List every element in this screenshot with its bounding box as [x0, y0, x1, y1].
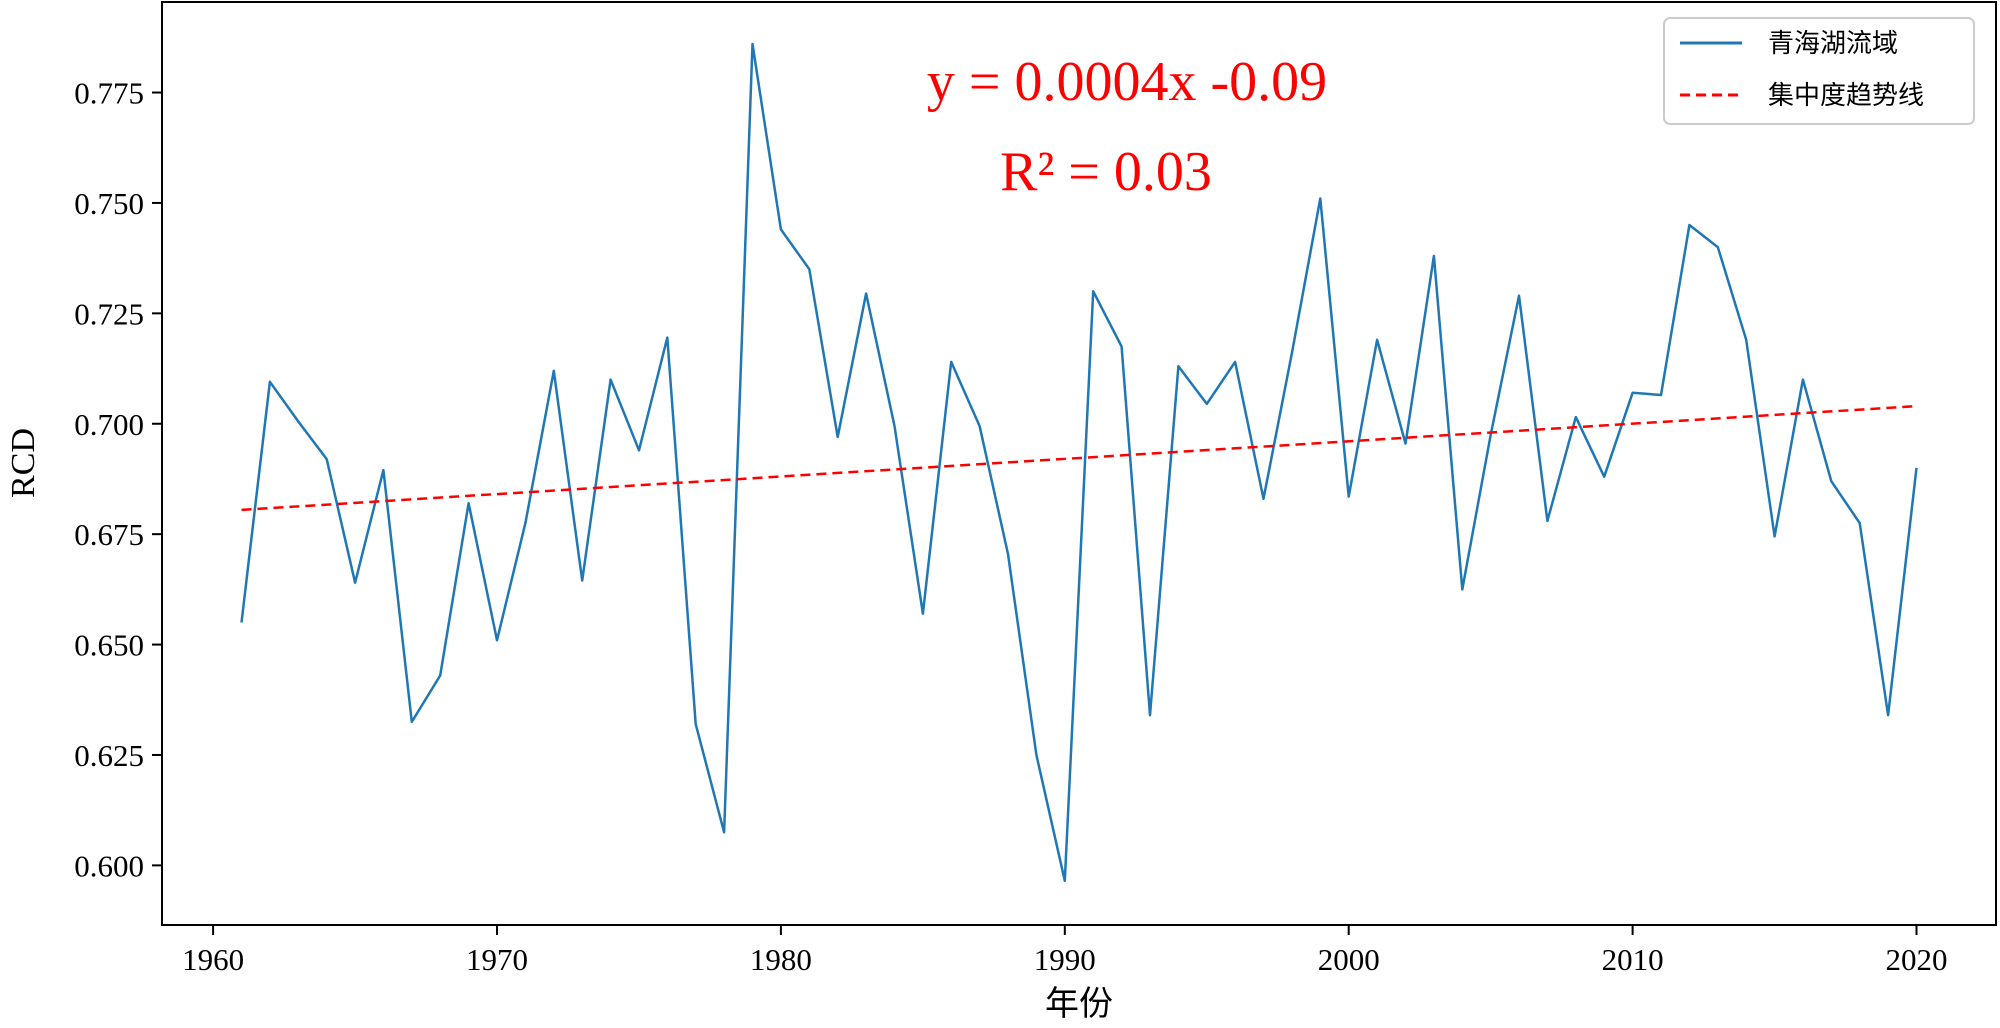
y-tick-label: 0.700: [74, 407, 144, 442]
x-tick-label: 1980: [750, 942, 812, 977]
r-squared-annotation: R² = 0.03: [1000, 141, 1212, 203]
plot-frame: [161, 1, 1997, 926]
x-axis-ticks: 1960 1970 1980 1990 2000 2010 2020: [182, 925, 1948, 977]
y-tick-label: 0.650: [74, 628, 144, 663]
y-axis-ticks: 0.600 0.625 0.650 0.675 0.700 0.725 0.750 0.775: [74, 76, 162, 883]
legend-label-trend: 集中度趋势线: [1768, 81, 1924, 111]
trend-equation-annotation: y = 0.0004x -0.09: [927, 51, 1327, 113]
legend-label-basin: 青海湖流域: [1768, 29, 1898, 59]
plot-background: [162, 2, 1996, 925]
x-tick-label: 2000: [1318, 942, 1380, 977]
y-tick-label: 0.600: [74, 848, 144, 883]
legend: 青海湖流域 集中度趋势线: [1663, 17, 1975, 125]
y-tick-label: 0.675: [74, 517, 144, 552]
series-line-basin: [240, 42, 1918, 883]
x-tick-label: 2020: [1886, 942, 1948, 977]
x-tick-label: 1970: [466, 942, 528, 977]
y-tick-label: 0.750: [74, 186, 144, 221]
series-layer: [240, 42, 1918, 883]
x-tick-label: 1960: [182, 942, 244, 977]
x-axis-title: 年份: [1045, 985, 1113, 1023]
x-tick-label: 1990: [1034, 942, 1096, 977]
y-tick-label: 0.775: [74, 76, 144, 111]
trend-line: [241, 404, 1917, 512]
y-tick-label: 0.725: [74, 296, 144, 331]
x-tick-label: 2010: [1602, 942, 1664, 977]
y-tick-label: 0.625: [74, 738, 144, 773]
y-axis-title: RCD: [5, 428, 42, 498]
